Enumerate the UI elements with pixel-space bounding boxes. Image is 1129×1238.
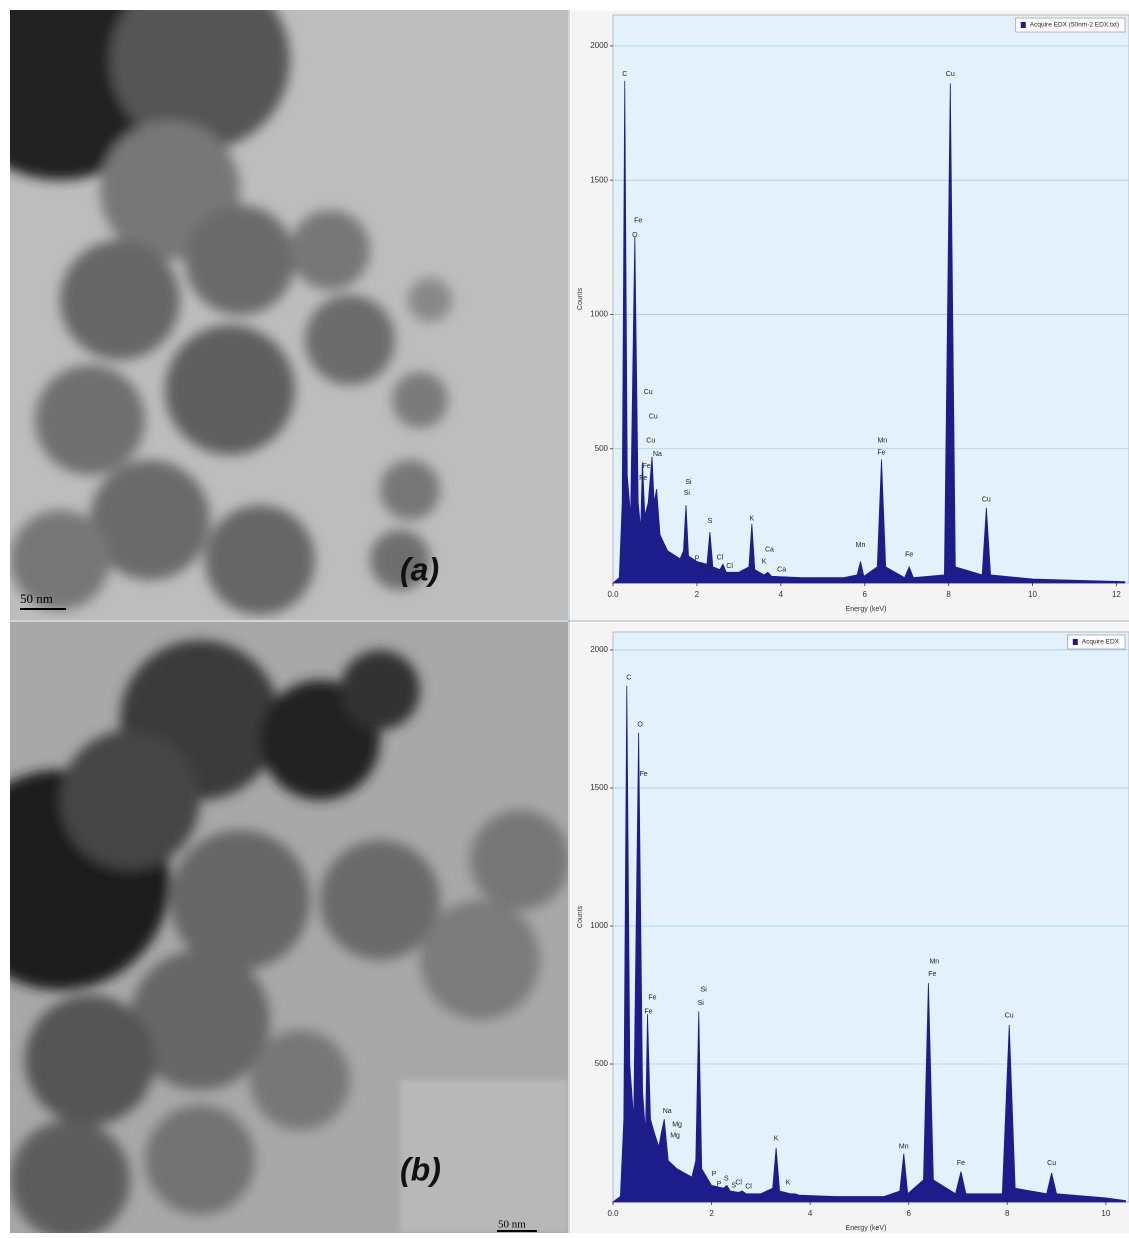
peak-label: S: [731, 1182, 736, 1189]
x-tick-label: 12: [1112, 590, 1121, 599]
peak-label: Cu: [644, 389, 653, 396]
peak-label: C: [626, 674, 631, 681]
x-tick-label: 6: [906, 1209, 911, 1218]
panel-label: (b): [400, 1151, 441, 1187]
y-tick-label: 2000: [590, 41, 608, 50]
peak-label: C: [622, 71, 627, 78]
x-axis-label: Energy (keV): [846, 1225, 887, 1232]
peak-label: O: [637, 721, 643, 728]
peak-label: K: [786, 1180, 791, 1187]
plot-area: [612, 14, 1129, 584]
x-tick-label: 8: [946, 590, 951, 599]
peak-label: Fe: [644, 1008, 652, 1015]
peak-label: Fe: [877, 450, 885, 457]
legend-swatch: [1020, 22, 1026, 28]
peak-label: Fe: [639, 475, 647, 482]
y-axis-label: Counts: [577, 905, 584, 928]
peak-label: Mg: [672, 1122, 682, 1129]
y-axis-label: Counts: [577, 287, 584, 310]
x-tick-label: 10: [1101, 1209, 1110, 1218]
tem-image-a: [10, 10, 568, 620]
peak-label: O: [632, 232, 638, 239]
peak-label: Na: [663, 1108, 672, 1115]
peak-label: Cu: [1005, 1013, 1014, 1020]
y-tick-label: 500: [595, 444, 609, 453]
x-tick-label: 2: [709, 1209, 714, 1218]
peak-label: Fe: [905, 552, 913, 559]
peak-label: Mn: [899, 1144, 909, 1151]
y-tick-label: 1500: [590, 783, 608, 792]
x-tick-label: 6: [862, 590, 867, 599]
peak-label: Ca: [765, 546, 774, 553]
peak-label: Si: [698, 1000, 705, 1007]
scale-bar: [20, 608, 66, 610]
peak-label: Si: [684, 490, 691, 497]
legend-label: Acquire EDX (50nm-2 EDX.txt): [1030, 22, 1119, 29]
x-tick-label: 0.0: [607, 1209, 619, 1218]
peak-label: Fe: [634, 217, 642, 224]
peak-label: Mn: [856, 542, 866, 549]
x-axis-label: Energy (keV): [846, 606, 887, 613]
spectrum-area: [611, 80, 1126, 584]
peak-label: Si: [685, 479, 692, 486]
y-tick-label: 500: [595, 1059, 609, 1068]
peak-label: Ca: [777, 566, 786, 573]
scale-bar: [497, 1230, 537, 1232]
peak-label: P: [700, 564, 705, 571]
y-tick-label: 1000: [590, 310, 608, 319]
x-tick-label: 4: [779, 590, 784, 599]
peak-label: Cu: [982, 497, 991, 504]
peak-label: Cu: [1047, 1160, 1056, 1167]
legend-box: [1067, 634, 1126, 650]
peak-label: Mn: [929, 959, 939, 966]
spectrum-area: [611, 685, 1126, 1203]
peak-label: Na: [653, 451, 662, 458]
y-tick-label: 1000: [590, 921, 608, 930]
peak-label: K: [774, 1135, 779, 1142]
peak-label: Fe: [928, 971, 936, 978]
peak-label: Cu: [649, 413, 658, 420]
plot-area: [612, 631, 1129, 1203]
peak-label: Mn: [877, 438, 887, 445]
legend-label: Acquire EDX: [1082, 639, 1120, 646]
peak-label: S: [724, 1175, 729, 1182]
peak-label: Cu: [646, 438, 655, 445]
peak-label: P: [695, 556, 700, 563]
x-tick-label: 10: [1028, 590, 1037, 599]
scale-label: 50 nm: [20, 591, 53, 606]
peak-label: Fe: [642, 463, 650, 470]
legend-box: [1015, 17, 1126, 33]
peak-label: Fe: [639, 771, 647, 778]
legend-swatch: [1072, 639, 1078, 645]
peak-label: Cl: [726, 563, 733, 570]
peak-label: Cu: [946, 71, 955, 78]
y-tick-label: 2000: [590, 645, 608, 654]
peak-label: S: [708, 518, 713, 525]
x-tick-label: 4: [808, 1209, 813, 1218]
y-tick-label: 1500: [590, 175, 608, 184]
peak-label: Si: [701, 986, 708, 993]
peak-label: Cl: [717, 554, 724, 561]
tem-image-b: [10, 622, 568, 1233]
peak-label: Cl: [735, 1180, 742, 1187]
peak-label: Fe: [648, 995, 656, 1002]
peak-label: Mg: [670, 1133, 680, 1140]
peak-label: Fe: [957, 1160, 965, 1167]
peak-label: K: [750, 515, 755, 522]
x-tick-label: 2: [695, 590, 700, 599]
panel-label: (a): [400, 551, 439, 587]
x-tick-label: 0.0: [607, 590, 619, 599]
peak-label: P: [712, 1171, 717, 1178]
x-tick-label: 8: [1005, 1209, 1010, 1218]
peak-label: Cl: [745, 1184, 752, 1191]
scale-label: 50 nm: [498, 1219, 526, 1231]
peak-label: P: [717, 1181, 722, 1188]
peak-label: K: [762, 558, 767, 565]
peak-label: S: [707, 565, 712, 572]
